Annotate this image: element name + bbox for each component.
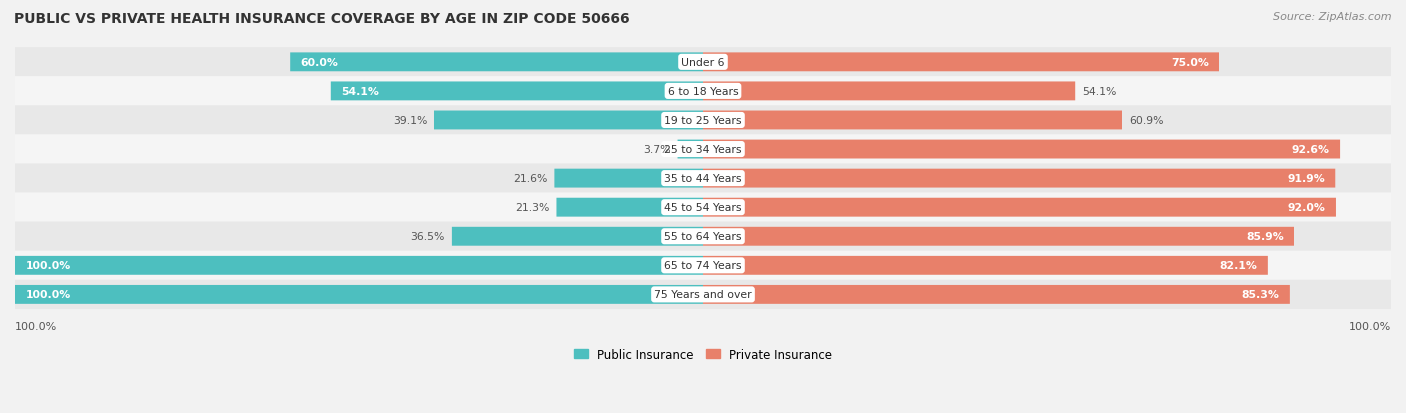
Text: 91.9%: 91.9% [1288, 174, 1324, 184]
FancyBboxPatch shape [15, 222, 1391, 252]
Text: Source: ZipAtlas.com: Source: ZipAtlas.com [1274, 12, 1392, 22]
Text: 25 to 34 Years: 25 to 34 Years [664, 145, 742, 155]
FancyBboxPatch shape [703, 169, 1336, 188]
Text: 100.0%: 100.0% [25, 290, 70, 300]
Text: 3.7%: 3.7% [643, 145, 671, 155]
Text: 45 to 54 Years: 45 to 54 Years [664, 203, 742, 213]
Legend: Public Insurance, Private Insurance: Public Insurance, Private Insurance [574, 348, 832, 361]
FancyBboxPatch shape [15, 77, 1391, 106]
FancyBboxPatch shape [554, 169, 703, 188]
Text: 100.0%: 100.0% [25, 261, 70, 271]
FancyBboxPatch shape [703, 285, 1289, 304]
FancyBboxPatch shape [703, 140, 1340, 159]
FancyBboxPatch shape [703, 82, 1076, 101]
FancyBboxPatch shape [330, 82, 703, 101]
Text: 85.9%: 85.9% [1246, 232, 1284, 242]
Text: 39.1%: 39.1% [392, 116, 427, 126]
Text: PUBLIC VS PRIVATE HEALTH INSURANCE COVERAGE BY AGE IN ZIP CODE 50666: PUBLIC VS PRIVATE HEALTH INSURANCE COVER… [14, 12, 630, 26]
Text: 60.9%: 60.9% [1129, 116, 1163, 126]
Text: 55 to 64 Years: 55 to 64 Years [664, 232, 742, 242]
FancyBboxPatch shape [703, 256, 1268, 275]
Text: 65 to 74 Years: 65 to 74 Years [664, 261, 742, 271]
FancyBboxPatch shape [434, 111, 703, 130]
FancyBboxPatch shape [15, 280, 1391, 309]
FancyBboxPatch shape [290, 53, 703, 72]
Text: 21.3%: 21.3% [515, 203, 550, 213]
Text: 36.5%: 36.5% [411, 232, 446, 242]
Text: 100.0%: 100.0% [15, 322, 58, 332]
Text: 6 to 18 Years: 6 to 18 Years [668, 87, 738, 97]
Text: 21.6%: 21.6% [513, 174, 547, 184]
Text: 60.0%: 60.0% [301, 58, 339, 68]
Text: 54.1%: 54.1% [342, 87, 380, 97]
Text: 92.6%: 92.6% [1292, 145, 1330, 155]
Text: 35 to 44 Years: 35 to 44 Years [664, 174, 742, 184]
Text: Under 6: Under 6 [682, 58, 724, 68]
FancyBboxPatch shape [678, 140, 703, 159]
Text: 82.1%: 82.1% [1219, 261, 1257, 271]
FancyBboxPatch shape [703, 227, 1294, 246]
Text: 75 Years and over: 75 Years and over [654, 290, 752, 300]
FancyBboxPatch shape [703, 111, 1122, 130]
Text: 19 to 25 Years: 19 to 25 Years [664, 116, 742, 126]
FancyBboxPatch shape [557, 198, 703, 217]
FancyBboxPatch shape [451, 227, 703, 246]
FancyBboxPatch shape [15, 48, 1391, 77]
Text: 85.3%: 85.3% [1241, 290, 1279, 300]
Text: 54.1%: 54.1% [1083, 87, 1116, 97]
FancyBboxPatch shape [15, 135, 1391, 164]
FancyBboxPatch shape [15, 285, 703, 304]
Text: 92.0%: 92.0% [1288, 203, 1326, 213]
FancyBboxPatch shape [15, 256, 703, 275]
FancyBboxPatch shape [703, 198, 1336, 217]
Text: 75.0%: 75.0% [1171, 58, 1209, 68]
Text: 100.0%: 100.0% [1348, 322, 1391, 332]
FancyBboxPatch shape [15, 106, 1391, 135]
FancyBboxPatch shape [15, 193, 1391, 222]
FancyBboxPatch shape [15, 251, 1391, 280]
FancyBboxPatch shape [15, 164, 1391, 193]
FancyBboxPatch shape [703, 53, 1219, 72]
